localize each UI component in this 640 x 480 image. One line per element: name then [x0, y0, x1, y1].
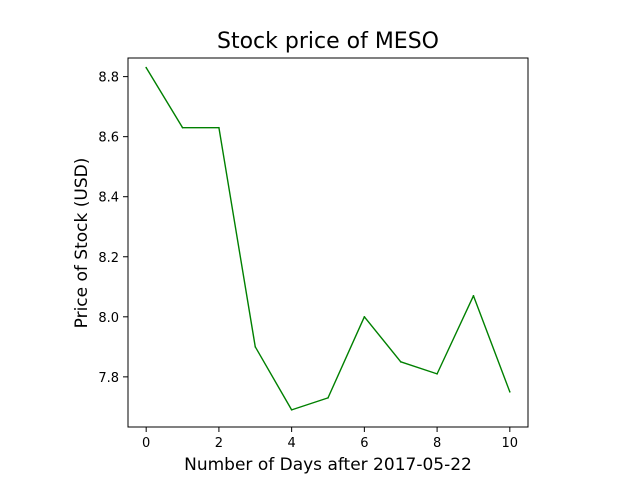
y-tick-label: 8.2 [98, 251, 119, 266]
y-tick-label: 8.0 [98, 311, 119, 326]
data-point [218, 126, 220, 129]
data-point [399, 361, 402, 363]
data-point [509, 391, 511, 393]
data-point [254, 346, 257, 348]
x-tick-label: 8 [433, 436, 441, 451]
data-point [181, 126, 184, 129]
x-tick-label: 2 [215, 436, 223, 451]
data-point [472, 294, 475, 297]
x-tick-label: 10 [502, 436, 519, 451]
y-tick-label: 8.6 [98, 131, 119, 146]
x-tick-label: 4 [287, 436, 295, 451]
x-tick-label: 6 [360, 436, 368, 451]
y-axis-ticks: 7.8 8.0 8.2 8.4 8.6 8.8 [98, 71, 128, 386]
data-point [327, 397, 329, 399]
chart-title: Stock price of MESO [217, 29, 439, 54]
x-tick-label: 0 [142, 436, 150, 451]
data-point [145, 66, 147, 69]
x-axis-ticks: 0 2 4 6 8 10 [142, 427, 518, 451]
y-axis-label: Price of Stock (USD) [72, 158, 92, 329]
data-point [290, 409, 293, 411]
plot-border [127, 57, 529, 428]
data-point [436, 373, 438, 375]
y-tick-label: 8.8 [98, 71, 119, 86]
series-line [145, 67, 511, 411]
plot-area [127, 57, 529, 428]
y-tick-label: 8.4 [98, 191, 119, 206]
x-axis-label: Number of Days after 2017-05-22 [184, 455, 472, 475]
y-tick-label: 7.8 [98, 371, 119, 386]
data-point [363, 316, 366, 318]
series-layer [145, 66, 511, 411]
